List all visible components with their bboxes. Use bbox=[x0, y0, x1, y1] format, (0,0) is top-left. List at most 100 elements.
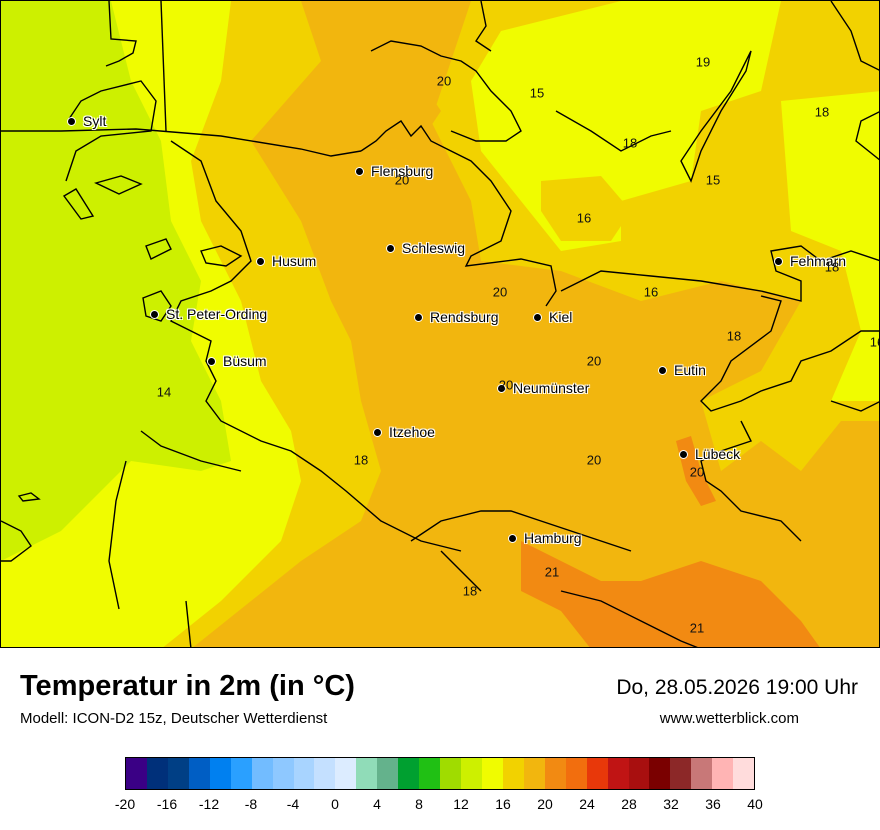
city-dot bbox=[386, 243, 395, 253]
temperature-value: 20 bbox=[689, 464, 705, 480]
city-fehmarn: Fehmarn bbox=[774, 253, 846, 269]
legend-tick-label: 40 bbox=[747, 796, 763, 812]
legend-color-swatch bbox=[398, 758, 420, 789]
city-eutin: Eutin bbox=[658, 362, 706, 378]
legend-tick-label: 24 bbox=[579, 796, 595, 812]
yellow-zone-fehmarn-belt bbox=[781, 91, 879, 401]
legend-color-swatch bbox=[126, 758, 147, 789]
temperature-value: 20 bbox=[498, 377, 514, 393]
legend-color-swatch bbox=[544, 758, 566, 789]
temperature-value: 18 bbox=[814, 104, 830, 120]
legend-tick-label: 36 bbox=[705, 796, 721, 812]
legend-color-swatch bbox=[419, 758, 441, 789]
legend-color-swatch bbox=[649, 758, 671, 789]
map-canvas bbox=[1, 1, 879, 647]
legend-color-swatch bbox=[628, 758, 650, 789]
green-yellow-zone bbox=[1, 1, 231, 561]
legend-color-swatch bbox=[335, 758, 357, 789]
legend-color-swatch bbox=[461, 758, 482, 789]
temperature-value: 18 bbox=[824, 259, 840, 275]
city-label: Schleswig bbox=[402, 240, 466, 256]
city-schleswig: Schleswig bbox=[386, 240, 465, 256]
legend-color-swatch bbox=[607, 758, 629, 789]
city-label: Sylt bbox=[83, 113, 107, 129]
city-label: Rendsburg bbox=[430, 309, 499, 325]
legend-tick-label: -8 bbox=[244, 796, 258, 812]
city-dot bbox=[256, 256, 265, 266]
temperature-value: 20 bbox=[492, 284, 508, 300]
city-label: Husum bbox=[272, 253, 317, 269]
legend-color-swatch bbox=[209, 758, 231, 789]
legend-tick-label: 20 bbox=[537, 796, 553, 812]
temperature-value: 16 bbox=[643, 284, 659, 300]
city-neumuenster: Neumünster bbox=[497, 380, 589, 396]
city-dot bbox=[508, 533, 517, 543]
city-label: St. Peter-Ording bbox=[166, 306, 268, 322]
legend-color-swatch bbox=[502, 758, 524, 789]
city-dot bbox=[355, 166, 364, 176]
legend-tick-label: 12 bbox=[453, 796, 469, 812]
legend-color-swatch bbox=[230, 758, 252, 789]
city-dot bbox=[679, 449, 688, 459]
temperature-value: 16 bbox=[576, 210, 592, 226]
city-dot bbox=[658, 365, 667, 375]
legend-color-swatch bbox=[523, 758, 545, 789]
legend-color-swatch bbox=[691, 758, 713, 789]
temperature-value: 20 bbox=[394, 172, 410, 188]
city-sylt: Sylt bbox=[67, 113, 106, 129]
temperature-value: 19 bbox=[695, 54, 711, 70]
city-hamburg: Hamburg bbox=[508, 530, 582, 546]
legend-tick-label: 28 bbox=[621, 796, 637, 812]
city-label: Kiel bbox=[549, 309, 573, 325]
legend-tick-label: 16 bbox=[495, 796, 511, 812]
temperature-value: 20 bbox=[436, 73, 452, 89]
legend-tick-label: -4 bbox=[286, 796, 300, 812]
city-label: Eutin bbox=[674, 362, 706, 378]
city-label: Neumünster bbox=[513, 380, 590, 396]
city-label: Fehmarn bbox=[790, 253, 847, 269]
city-label: Büsum bbox=[223, 353, 267, 369]
temperature-value: 18 bbox=[462, 583, 478, 599]
color-legend bbox=[125, 757, 755, 790]
temperature-value: 21 bbox=[544, 564, 560, 580]
city-flensburg: Flensburg bbox=[355, 163, 433, 179]
legend-tick-label: 0 bbox=[331, 796, 339, 812]
city-dot bbox=[497, 383, 506, 393]
city-dot bbox=[67, 116, 76, 126]
model-info: Modell: ICON-D2 15z, Deutscher Wetterdie… bbox=[20, 710, 328, 727]
temperature-value: 20 bbox=[586, 452, 602, 468]
hot-zone-south bbox=[521, 541, 820, 647]
temperature-value: 18 bbox=[726, 328, 742, 344]
temperature-value: 18 bbox=[622, 135, 638, 151]
legend-color-swatch bbox=[251, 758, 273, 789]
map-title: Temperatur in 2m (in °C) bbox=[20, 670, 355, 702]
city-kiel: Kiel bbox=[533, 309, 572, 325]
city-dot bbox=[414, 312, 423, 322]
legend-tick-label: 4 bbox=[373, 796, 381, 812]
city-rendsburg: Rendsburg bbox=[414, 309, 499, 325]
temperature-map: Sylt Flensburg Schleswig Husum St. Peter… bbox=[0, 0, 880, 648]
temperature-value: 21 bbox=[689, 620, 705, 636]
temperature-value: 18 bbox=[353, 452, 369, 468]
legend-color-swatch bbox=[670, 758, 692, 789]
website-link[interactable]: www.wetterblick.com bbox=[659, 710, 799, 727]
legend-color-swatch bbox=[272, 758, 294, 789]
city-st-peter-ording: St. Peter-Ording bbox=[150, 306, 267, 322]
city-itzehoe: Itzehoe bbox=[373, 424, 435, 440]
city-label: Itzehoe bbox=[389, 424, 435, 440]
legend-tick-label: -20 bbox=[114, 796, 136, 812]
legend-tick-label: -12 bbox=[198, 796, 220, 812]
legend-color-swatch bbox=[481, 758, 503, 789]
legend-color-swatch bbox=[440, 758, 461, 789]
gold-patch-16 bbox=[541, 176, 631, 241]
city-label: Hamburg bbox=[524, 530, 582, 546]
legend-color-swatch bbox=[586, 758, 608, 789]
city-husum: Husum bbox=[256, 253, 316, 269]
legend-color-swatch bbox=[314, 758, 336, 789]
city-buesum: Büsum bbox=[207, 353, 267, 369]
city-dot bbox=[373, 427, 382, 437]
city-dot bbox=[774, 256, 783, 266]
temperature-value: 20 bbox=[586, 353, 602, 369]
legend-color-swatch bbox=[188, 758, 210, 789]
forecast-datetime: Do, 28.05.2026 19:00 Uhr bbox=[616, 676, 858, 699]
